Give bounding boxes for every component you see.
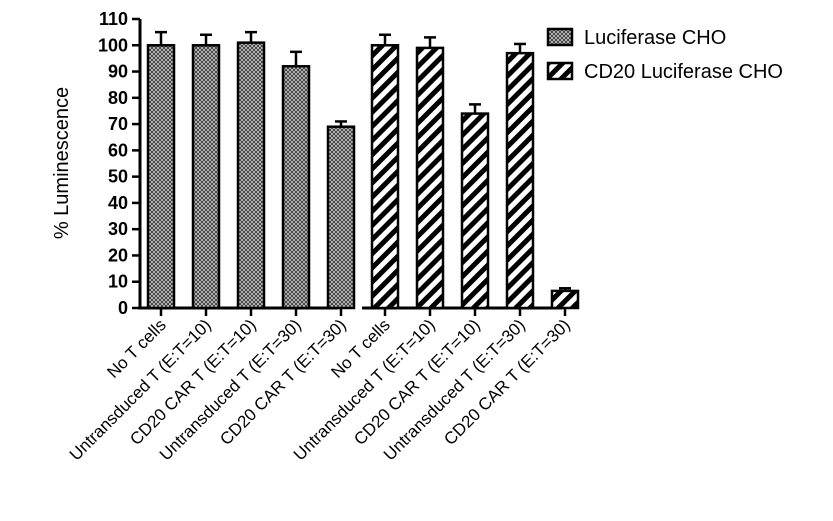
bar [236,41,266,310]
y-ticks: 0 10 20 30 40 50 60 70 80 90 100 110 [98,9,140,318]
bars-layer [146,30,580,310]
y-tick-label: 80 [108,88,128,108]
y-tick-label: 60 [108,140,128,160]
legend-swatch [546,27,574,47]
y-tick-label: 70 [108,114,128,134]
bar [505,51,535,310]
y-tick-label: 110 [99,9,128,29]
y-tick-label: 30 [108,219,128,239]
y-tick-label: 90 [108,62,128,82]
bar [415,46,445,310]
y-tick-label: 0 [118,298,128,318]
legend-label: Luciferase CHO [584,27,726,49]
y-axis-title: % Luminescence [51,87,73,239]
bar [550,289,580,310]
bar [191,44,221,310]
legend-label: CD20 Luciferase CHO [584,61,783,83]
y-axis: 0 10 20 30 40 50 60 70 80 90 100 110 [98,9,142,318]
bar [281,65,311,310]
legend-swatch [546,61,574,81]
y-tick-label: 20 [108,245,128,265]
y-tick-label: 40 [108,193,128,213]
y-tick-label: 10 [108,272,128,292]
bar [370,44,400,310]
bar [146,44,176,310]
bar [460,112,490,310]
y-tick-label: 100 [98,35,128,55]
legend: Luciferase CHO CD20 Luciferase CHO [546,27,783,83]
bar [326,125,356,310]
y-tick-label: 50 [108,167,128,187]
